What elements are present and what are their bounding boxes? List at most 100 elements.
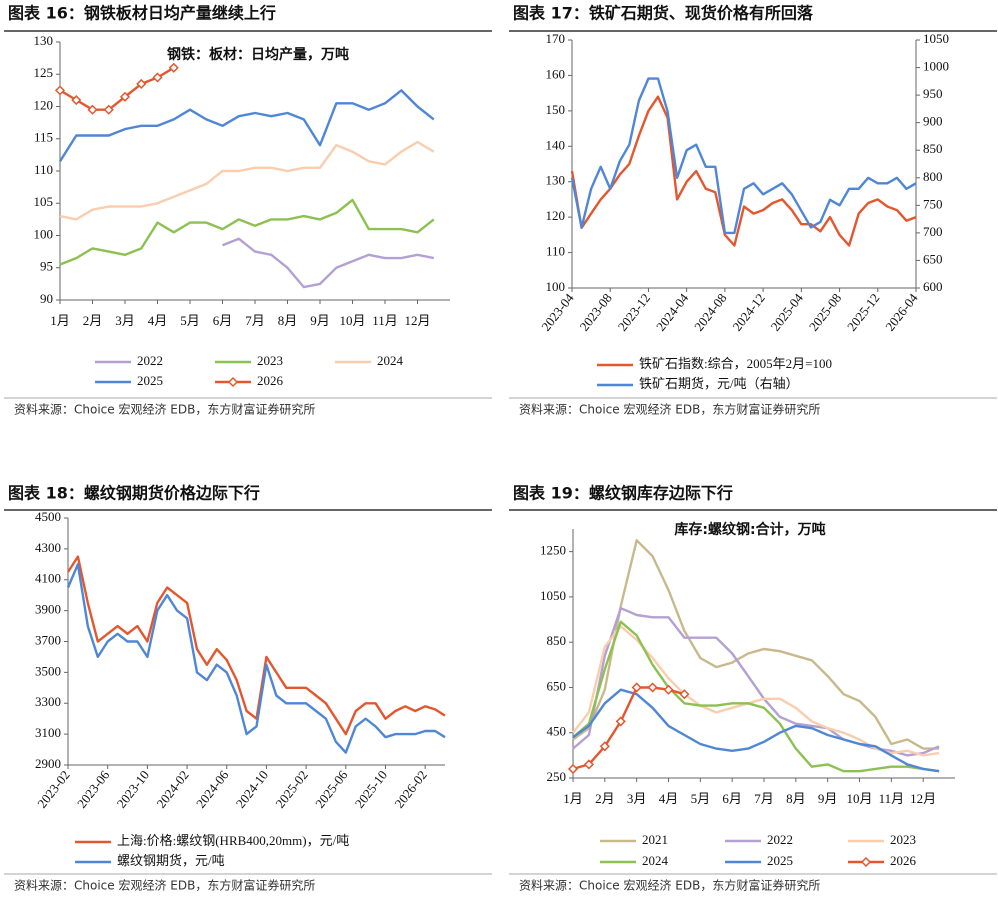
- y2-tick-label: 650: [923, 251, 943, 266]
- series-line: [58, 89, 435, 162]
- y-tick-label: 95: [40, 259, 53, 274]
- legend-marker: [860, 856, 872, 868]
- y-tick-label: 250: [547, 769, 567, 784]
- y-tick-label: 130: [34, 33, 54, 48]
- legend-label: 2021: [642, 832, 668, 847]
- series-marker: [679, 689, 690, 700]
- y2-tick-label: 800: [923, 169, 943, 184]
- x-tick-label: 2024-12: [729, 290, 768, 333]
- x-tick-label: 1月: [563, 791, 583, 806]
- x-tick-label: 6月: [213, 313, 233, 328]
- x-tick-label: 10月: [846, 791, 872, 806]
- series-marker: [615, 716, 626, 727]
- series-marker: [647, 682, 658, 693]
- series-line: [570, 95, 917, 247]
- y-tick-label: 450: [547, 724, 567, 739]
- legend-label: 2026: [257, 373, 284, 388]
- series-marker: [54, 85, 66, 96]
- series-line: [572, 539, 940, 750]
- x-tick-label: 2024-08: [691, 290, 730, 333]
- legend-marker: [227, 376, 239, 388]
- y-tick-label: 100: [546, 279, 566, 294]
- x-tick-label: 3月: [115, 313, 135, 328]
- x-tick-label: 2024-10: [233, 767, 272, 810]
- x-tick-label: 5月: [180, 313, 200, 328]
- x-tick-label: 2025-08: [806, 290, 845, 333]
- series-marker: [663, 684, 674, 695]
- x-tick-label: 7月: [754, 791, 774, 806]
- legend-label: 2024: [377, 353, 404, 368]
- series-line: [222, 237, 435, 289]
- y-tick-label: 4300: [35, 540, 61, 555]
- series-line: [66, 555, 446, 736]
- x-tick-label: 10月: [339, 313, 365, 328]
- y-tick-label: 125: [34, 65, 54, 80]
- y-tick-label: 150: [546, 102, 566, 117]
- x-tick-label: 12月: [910, 791, 936, 806]
- series-line: [59, 198, 435, 266]
- x-tick-label: 2026-04: [882, 290, 921, 334]
- y-tick-label: 1050: [540, 588, 566, 603]
- y-tick-label: 3700: [35, 632, 61, 647]
- x-tick-label: 11月: [879, 791, 905, 806]
- panel-title: 图表 18：螺纹钢期货价格边际下行: [8, 484, 260, 503]
- y-tick-label: 120: [34, 97, 54, 112]
- y-tick-label: 105: [34, 194, 54, 209]
- series-marker: [103, 104, 114, 115]
- x-tick-label: 2024-06: [193, 767, 232, 811]
- chart-subtitle: 钢铁：板材：日均产量，万吨: [167, 46, 349, 63]
- y-tick-label: 3900: [35, 602, 61, 617]
- y-tick-label: 850: [547, 633, 567, 648]
- y2-tick-label: 750: [923, 196, 943, 211]
- series-marker: [87, 104, 98, 115]
- y2-tick-label: 1050: [923, 31, 949, 46]
- source-note: 资料来源：Choice 宏观经济 EDB，东方财富证券研究所: [519, 878, 820, 893]
- legend-label: 2023: [257, 353, 283, 368]
- y2-tick-label: 600: [923, 279, 943, 294]
- x-tick-label: 2026-02: [391, 767, 430, 810]
- y-tick-label: 140: [546, 137, 566, 152]
- panel-title: 图表 16：钢铁板材日均产量继续上行: [8, 4, 276, 23]
- y-tick-label: 120: [546, 208, 566, 223]
- legend-label: 2025: [137, 373, 163, 388]
- x-tick-label: 2023-06: [74, 767, 113, 811]
- y-tick-label: 110: [34, 162, 53, 177]
- x-tick-label: 11月: [372, 313, 398, 328]
- x-tick-label: 7月: [245, 313, 265, 328]
- y-tick-label: 115: [34, 130, 53, 145]
- x-tick-label: 12月: [404, 313, 430, 328]
- series-marker: [599, 741, 610, 752]
- legend-label: 2022: [767, 832, 793, 847]
- y-tick-label: 100: [34, 226, 54, 241]
- series-marker: [71, 94, 82, 106]
- y2-tick-label: 850: [923, 141, 943, 156]
- x-tick-label: 2025-12: [844, 290, 883, 333]
- series-marker: [631, 682, 642, 693]
- x-tick-label: 9月: [818, 791, 838, 806]
- legend-label: 2026: [890, 853, 917, 868]
- y-tick-label: 1250: [540, 543, 566, 558]
- x-tick-label: 2023-08: [576, 290, 615, 333]
- y-tick-label: 4100: [35, 571, 61, 586]
- x-tick-label: 2025-06: [312, 767, 351, 811]
- series-line: [572, 625, 940, 757]
- panel-title: 图表 19：螺纹钢库存边际下行: [513, 484, 733, 503]
- y2-tick-label: 900: [923, 114, 943, 129]
- x-tick-label: 3月: [627, 791, 647, 806]
- x-tick-label: 9月: [310, 313, 330, 328]
- y-tick-label: 3100: [35, 725, 61, 740]
- y-tick-label: 170: [546, 31, 566, 46]
- y-tick-label: 3500: [35, 663, 61, 678]
- x-tick-label: 2024-04: [653, 290, 692, 334]
- x-tick-label: 4月: [148, 313, 168, 328]
- legend-label: 螺纹钢期货，元/吨: [117, 853, 225, 868]
- legend-label: 铁矿石指数:综合，2005年2月=100: [639, 356, 832, 371]
- y2-tick-label: 1000: [923, 59, 949, 74]
- legend-label: 2025: [767, 853, 793, 868]
- series-marker: [567, 763, 579, 775]
- x-tick-label: 6月: [722, 791, 742, 806]
- legend-label: 铁矿石期货，元/吨（右轴）: [639, 376, 799, 391]
- x-tick-label: 2024-02: [153, 767, 192, 810]
- y-tick-label: 110: [546, 244, 565, 259]
